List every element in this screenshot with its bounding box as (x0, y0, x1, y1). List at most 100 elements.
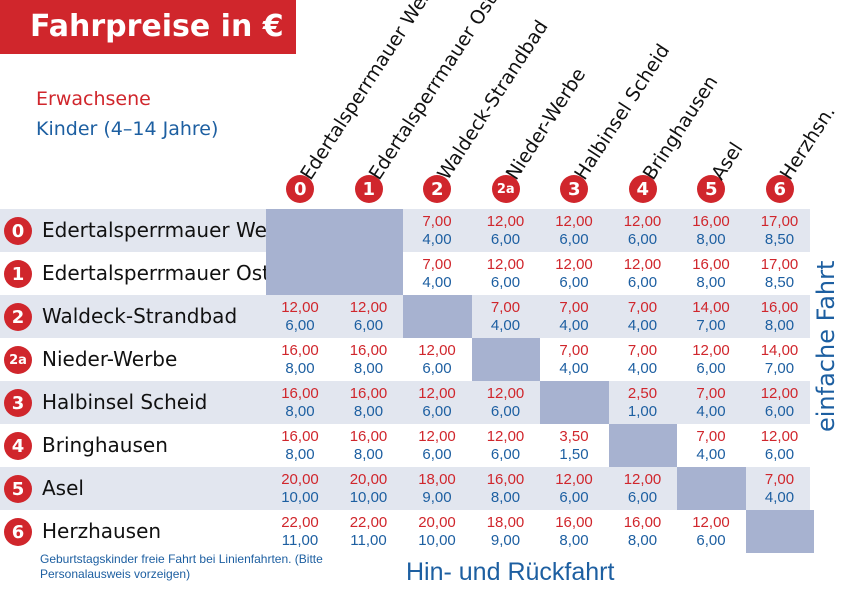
row-badge-0: 0 (4, 217, 32, 245)
page-title: Fahrpreise in € (0, 0, 296, 54)
row-label: Edertalsperrmauer Ost (42, 261, 270, 285)
fare-child: 8,00 (285, 403, 315, 420)
empty-block-0-1 (266, 209, 403, 295)
fare-adult: 12,00 (349, 299, 388, 316)
empty-block (471, 338, 540, 381)
fare-cell: 16,00 8,00 (335, 381, 403, 424)
fare-adult: 7,00 (627, 299, 658, 316)
fare-cell: 22,00 11,00 (335, 510, 403, 553)
fare-adult: 16,00 (281, 342, 319, 359)
fare-cell: 12,00 6,00 (335, 295, 403, 338)
fare-child: 4,00 (559, 317, 589, 334)
fare-child: 1,00 (627, 403, 658, 420)
fare-cell: 14,00 7,00 (746, 338, 814, 381)
fare-cell: 12,00 6,00 (472, 252, 540, 295)
fare-adult: 7,00 (422, 256, 452, 273)
fare-child: 8,00 (696, 274, 726, 291)
empty-block (677, 467, 746, 510)
fare-adult: 12,00 (692, 342, 730, 359)
footnote: Geburtstagskinder freie Fahrt bei Linien… (40, 552, 323, 581)
fare-child: 4,00 (627, 317, 658, 334)
fare-cell: 16,00 8,00 (335, 338, 403, 381)
fare-adult: 16,00 (692, 213, 730, 230)
fare-cell: 2,50 1,00 (609, 381, 677, 424)
fare-adult: 20,00 (349, 471, 388, 488)
fare-child: 8,00 (353, 446, 384, 463)
fare-child: 4,00 (559, 360, 589, 377)
fare-cell: 16,00 8,00 (266, 381, 334, 424)
fare-adult: 7,00 (696, 428, 726, 445)
fare-cell: 12,00 6,00 (540, 252, 608, 295)
fare-cell: 12,00 6,00 (540, 209, 608, 252)
fare-child: 8,00 (559, 532, 589, 549)
fare-child: 6,00 (627, 489, 658, 506)
column-badge-6: 6 (765, 175, 794, 203)
table-row: 0 Edertalsperrmauer West 7,00 4,00 12,00 6,00… (0, 209, 810, 252)
legend-adult: Erwachsene (36, 88, 151, 110)
fare-adult: 20,00 (281, 471, 319, 488)
fare-child: 6,00 (422, 403, 452, 420)
fare-cell: 7,00 4,00 (746, 467, 814, 510)
fare-cell: 16,00 8,00 (609, 510, 677, 553)
fare-adult: 3,50 (559, 428, 589, 445)
fare-adult: 7,00 (764, 471, 795, 488)
fare-cell: 12,00 6,00 (746, 381, 814, 424)
fare-child: 4,00 (490, 317, 521, 334)
fare-cell: 7,00 4,00 (677, 381, 745, 424)
fare-adult: 12,00 (555, 213, 593, 230)
fare-adult: 14,00 (692, 299, 730, 316)
fare-adult: 12,00 (623, 256, 662, 273)
fare-cell: 12,00 6,00 (677, 510, 745, 553)
fare-cell: 12,00 6,00 (609, 252, 677, 295)
fare-cell: 16,00 8,00 (266, 338, 334, 381)
bottom-label-return-trip: Hin- und Rückfahrt (406, 558, 615, 586)
fare-cell: 14,00 7,00 (677, 295, 745, 338)
fare-child: 1,50 (559, 446, 589, 463)
table-row: 3 Halbinsel Scheid 16,00 8,00 16,00 8,00 12,00… (0, 381, 810, 424)
fare-child: 8,00 (627, 532, 658, 549)
fare-adult: 12,00 (555, 256, 593, 273)
fare-child: 8,00 (285, 360, 315, 377)
fare-cell: 12,00 6,00 (266, 295, 334, 338)
fare-adult: 16,00 (555, 514, 593, 531)
fare-cell: 16,00 8,00 (540, 510, 608, 553)
fare-adult: 17,00 (760, 213, 799, 230)
fare-cell: 3,50 1,50 (540, 424, 608, 467)
fare-child: 6,00 (422, 446, 452, 463)
fare-child: 7,00 (764, 360, 795, 377)
fare-adult: 7,00 (559, 342, 589, 359)
table-row: 5 Asel 20,00 10,00 20,00 10,00 18,00 9,00 16,00 8… (0, 467, 810, 510)
fare-cell: 16,00 8,00 (746, 295, 814, 338)
row-label: Waldeck-Strandbad (42, 304, 238, 328)
fare-cell: 20,00 10,00 (266, 467, 334, 510)
fare-cell: 7,00 4,00 (403, 209, 471, 252)
fare-adult: 12,00 (486, 256, 525, 273)
fare-cell: 12,00 6,00 (472, 424, 540, 467)
fare-adult: 7,00 (627, 342, 658, 359)
fare-cell: 12,00 6,00 (472, 381, 540, 424)
fare-adult: 12,00 (486, 428, 525, 445)
fare-adult: 12,00 (760, 428, 799, 445)
fare-child: 7,00 (696, 317, 726, 334)
row-badge-6: 6 (4, 518, 32, 546)
fare-child: 4,00 (422, 231, 452, 248)
fare-cell: 12,00 6,00 (403, 338, 471, 381)
fare-adult: 12,00 (623, 471, 662, 488)
fare-child: 8,50 (764, 231, 795, 248)
fare-adult: 12,00 (760, 385, 799, 402)
fare-adult: 12,00 (418, 428, 456, 445)
fare-child: 10,00 (349, 489, 388, 506)
fare-adult: 16,00 (486, 471, 525, 488)
column-badge-3: 3 (560, 175, 589, 203)
fare-adult: 12,00 (418, 385, 456, 402)
fare-child: 11,00 (350, 532, 387, 549)
fare-child: 8,00 (696, 231, 726, 248)
fare-cell: 7,00 4,00 (403, 252, 471, 295)
fare-child: 9,00 (422, 489, 452, 506)
column-badge-2a: 2a (491, 175, 520, 203)
fare-cell: 12,00 6,00 (540, 467, 608, 510)
row-badge-3: 3 (4, 389, 32, 417)
fare-cell: 12,00 6,00 (609, 209, 677, 252)
empty-block (403, 295, 472, 338)
fare-child: 6,00 (422, 360, 452, 377)
